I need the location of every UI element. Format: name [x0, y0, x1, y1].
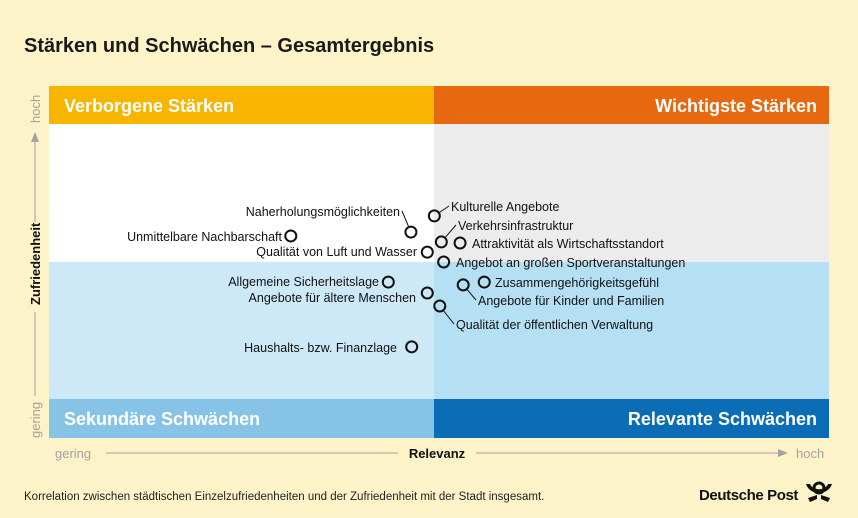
posthorn-logo-icon [806, 481, 832, 502]
data-point-marker [456, 278, 470, 292]
data-point-label: Kulturelle Angebote [451, 200, 559, 214]
data-point: Verkehrsinfrastruktur [434, 219, 573, 249]
quadrant-top-left-fill [49, 124, 434, 262]
y-axis: hoch Zufriedenheit gering [28, 95, 43, 438]
data-point-marker [434, 235, 448, 249]
data-point-label: Attraktivität als Wirtschaftsstandort [472, 237, 664, 251]
data-point-label: Angebot an großen Sportveranstaltungen [456, 256, 685, 270]
quadrant-bottom-left-fill [49, 262, 434, 399]
data-point: Angebot an großen Sportveranstaltungen [437, 255, 685, 270]
data-point-label: Qualität von Luft und Wasser [256, 245, 417, 259]
quadrant-top-right-fill [434, 124, 829, 262]
data-point: Angebote für Kinder und Familien [456, 278, 664, 308]
data-point: Qualität der öffentlichen Verwaltung [433, 299, 653, 332]
data-point-marker [437, 255, 451, 269]
y-axis-high-label: hoch [28, 95, 43, 123]
data-point: Qualität von Luft und Wasser [256, 245, 434, 259]
footer-note: Korrelation zwischen städtischen Einzelz… [24, 491, 544, 503]
data-point-marker [433, 299, 447, 313]
x-axis-arrow-icon [778, 449, 788, 457]
data-point-label: Haushalts- bzw. Finanzlage [244, 341, 397, 355]
x-axis-title: Relevanz [409, 446, 466, 461]
data-point-marker [404, 225, 418, 239]
data-point: Kulturelle Angebote [427, 200, 559, 223]
data-point: Angebote für ältere Menschen [249, 286, 434, 305]
data-point: Zusammengehörigkeitsgefühl [477, 275, 659, 290]
leader-line [443, 310, 455, 325]
leader-line [445, 224, 457, 238]
data-point: Naherholungsmöglichkeiten [246, 205, 418, 239]
data-point-marker [427, 209, 441, 223]
x-axis: gering Relevanz hoch [55, 446, 824, 461]
data-point-label: Verkehrsinfrastruktur [458, 219, 573, 233]
data-point-marker [381, 275, 395, 289]
x-axis-high-label: hoch [796, 446, 824, 461]
data-point-label: Angebote für Kinder und Familien [478, 294, 664, 308]
data-point-marker [477, 275, 491, 289]
data-point-label: Allgemeine Sicherheitslage [228, 275, 379, 289]
data-point-label: Unmittelbare Nachbarschaft [127, 230, 282, 244]
quadrant-label-top-right: Wichtigste Stärken [655, 96, 817, 116]
data-point: Attraktivität als Wirtschaftsstandort [453, 236, 664, 251]
x-axis-low-label: gering [55, 446, 91, 461]
y-axis-low-label: gering [28, 402, 43, 438]
data-point-label: Naherholungsmöglichkeiten [246, 205, 400, 219]
data-point-marker [284, 229, 298, 243]
header-top-left [49, 86, 434, 124]
leader-line [439, 205, 450, 213]
quadrant-label-bottom-left: Sekundäre Schwächen [64, 409, 260, 429]
quadrant-label-top-left: Verborgene Stärken [64, 96, 234, 116]
header-bottom-right [434, 399, 829, 438]
data-point-label: Angebote für ältere Menschen [249, 291, 417, 305]
quadrant-bottom-right-fill [434, 262, 829, 399]
deutsche-post-logo-text: Deutsche Post [699, 487, 798, 504]
data-point-marker [405, 340, 419, 354]
data-point: Allgemeine Sicherheitslage [228, 275, 395, 289]
y-axis-arrow-icon [31, 132, 39, 142]
header-bottom-left [49, 399, 434, 438]
chart-title: Stärken und Schwächen – Gesamtergebnis [24, 35, 434, 57]
data-point: Unmittelbare Nachbarschaft [127, 229, 298, 244]
data-point-marker [453, 236, 467, 250]
header-top-right [434, 86, 829, 124]
quadrants: Verborgene Stärken Wichtigste Stärken Se… [49, 86, 829, 438]
data-point-label: Zusammengehörigkeitsgefühl [495, 276, 659, 290]
y-axis-title: Zufriedenheit [28, 222, 43, 305]
quadrant-label-bottom-right: Relevante Schwächen [628, 409, 817, 429]
data-point-marker [420, 245, 434, 259]
leader-line [401, 210, 409, 227]
data-point-marker [420, 286, 434, 300]
data-point: Haushalts- bzw. Finanzlage [244, 340, 419, 355]
data-point-label: Qualität der öffentlichen Verwaltung [456, 318, 653, 332]
leader-line [467, 289, 477, 301]
data-points: Kulturelle Angebote Naherholungsmöglichke… [127, 200, 685, 355]
